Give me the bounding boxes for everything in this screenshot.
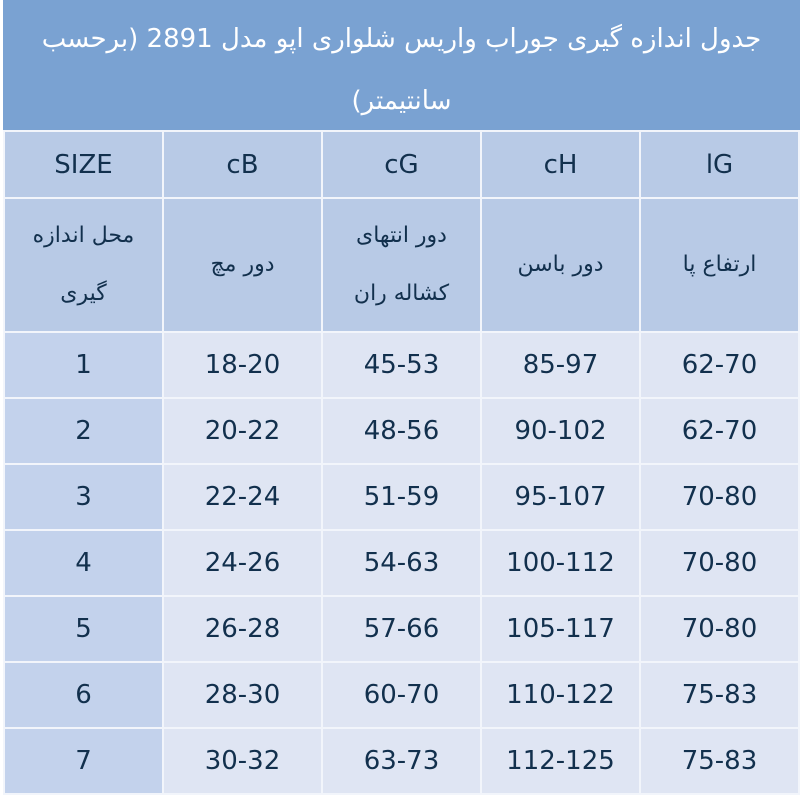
size-table: SIZE cB cG cH lG محل اندازه گیری دور مچ … [3,130,800,795]
cell-ch: 85-97 [480,331,641,399]
cell-cb: 28-30 [162,661,323,729]
cell-lg: 62-70 [639,397,800,465]
cell-size: 6 [3,661,164,729]
cell-lg: 70-80 [639,595,800,663]
header-cg: cG [321,130,482,199]
table-row: 6 28-30 60-70 110-122 75-83 [3,661,800,729]
cell-ch: 112-125 [480,727,641,795]
size-chart: جدول اندازه گیری جوراب واریس شلواری اپو … [3,0,800,800]
header-size: SIZE [3,130,164,199]
cell-size: 5 [3,595,164,663]
cell-ch: 95-107 [480,463,641,531]
table-row: 4 24-26 54-63 100-112 70-80 [3,529,800,597]
cell-cb: 20-22 [162,397,323,465]
cell-cb: 30-32 [162,727,323,795]
cell-lg: 70-80 [639,463,800,531]
cell-lg: 70-80 [639,529,800,597]
cell-lg: 75-83 [639,661,800,729]
cell-ch: 110-122 [480,661,641,729]
header-row: SIZE cB cG cH lG [3,130,800,199]
desc-size: محل اندازه گیری [3,197,164,333]
desc-cb: دور مچ [162,197,323,333]
header-cb: cB [162,130,323,199]
cell-cg: 63-73 [321,727,482,795]
cell-cg: 45-53 [321,331,482,399]
desc-lg: ارتفاع پا [639,197,800,333]
cell-size: 3 [3,463,164,531]
cell-cg: 57-66 [321,595,482,663]
cell-ch: 90-102 [480,397,641,465]
table-row: 3 22-24 51-59 95-107 70-80 [3,463,800,531]
cell-cb: 26-28 [162,595,323,663]
desc-cg: دور انتهای کشاله ران [321,197,482,333]
header-lg: lG [639,130,800,199]
cell-lg: 75-83 [639,727,800,795]
cell-cb: 24-26 [162,529,323,597]
description-row: محل اندازه گیری دور مچ دور انتهای کشاله … [3,197,800,333]
cell-ch: 105-117 [480,595,641,663]
cell-cb: 22-24 [162,463,323,531]
cell-cg: 48-56 [321,397,482,465]
cell-cg: 51-59 [321,463,482,531]
cell-ch: 100-112 [480,529,641,597]
cell-size: 4 [3,529,164,597]
cell-size: 7 [3,727,164,795]
cell-size: 1 [3,331,164,399]
cell-size: 2 [3,397,164,465]
table-row: 7 30-32 63-73 112-125 75-83 [3,727,800,795]
table-row: 5 26-28 57-66 105-117 70-80 [3,595,800,663]
cell-lg: 62-70 [639,331,800,399]
cell-cb: 18-20 [162,331,323,399]
table-title: جدول اندازه گیری جوراب واریس شلواری اپو … [3,0,800,130]
table-row: 1 18-20 45-53 85-97 62-70 [3,331,800,399]
desc-ch: دور باسن [480,197,641,333]
cell-cg: 54-63 [321,529,482,597]
cell-cg: 60-70 [321,661,482,729]
header-ch: cH [480,130,641,199]
table-row: 2 20-22 48-56 90-102 62-70 [3,397,800,465]
